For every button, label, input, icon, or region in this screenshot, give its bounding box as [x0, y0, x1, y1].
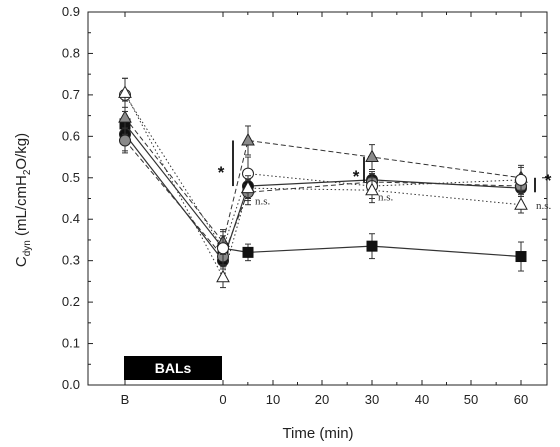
- y-tick-label: 0.4: [62, 211, 80, 226]
- series-line: [124, 94, 522, 250]
- y-tick-label: 0.3: [62, 253, 80, 268]
- y-tick-label: 0.1: [62, 336, 80, 351]
- series-line: [124, 123, 522, 258]
- y-axis-title-part: C: [13, 256, 30, 267]
- y-tick-label: 0.0: [62, 377, 80, 392]
- x-tick-label: 60: [514, 392, 528, 407]
- y-tick-label: 0.8: [62, 45, 80, 60]
- bals-bar-label: BALs: [155, 360, 192, 376]
- y-tick-label: 0.7: [62, 87, 80, 102]
- data-point-triangle: [118, 85, 132, 98]
- y-axis-title: Cdyn (mL/cmH2O/kg): [13, 133, 33, 267]
- significance-star: *: [353, 167, 360, 186]
- annotation-layer: * n.s. * n.s. * n.s.: [218, 140, 552, 212]
- y-axis-title-part: dyn: [22, 240, 33, 256]
- y-tick-label: 0.9: [62, 4, 80, 19]
- data-point-triangle: [118, 110, 132, 123]
- data-point-triangle: [365, 182, 379, 196]
- label-layer: 0.0 0.1 0.2 0.3 0.4 0.5 0.6 0.7 0.8 0.9 B 0 10 20 30 40…: [13, 4, 528, 442]
- data-point-circle: [515, 173, 527, 186]
- ns-label: n.s.: [378, 192, 394, 204]
- y-axis-title-part: 2: [22, 169, 33, 175]
- ns-label: n.s.: [255, 196, 271, 208]
- bals-bar: [124, 356, 222, 380]
- series-line: [124, 133, 522, 262]
- x-tick-label: B: [121, 392, 130, 407]
- bals-bar-layer: BALs: [124, 356, 222, 380]
- series-layer: [118, 77, 528, 289]
- y-tick-label: 0.6: [62, 128, 80, 143]
- data-point-circle: [217, 242, 229, 255]
- data-point-triangle: [241, 132, 255, 146]
- x-tick-label: 20: [315, 392, 329, 407]
- x-tick-label: 0: [219, 392, 226, 407]
- data-point-circle: [119, 134, 131, 147]
- axes-layer: [87, 11, 548, 386]
- y-axis-title-part: (mL/cmH: [13, 175, 30, 240]
- x-tick-label: 10: [266, 392, 280, 407]
- data-point-triangle: [514, 197, 528, 210]
- plot-frame: [87, 11, 548, 386]
- ns-label: n.s.: [536, 200, 552, 212]
- x-axis-title: Time (min): [282, 425, 353, 442]
- x-tick-label: 30: [365, 392, 379, 407]
- data-point-triangle: [365, 149, 379, 163]
- x-tick-label: 50: [464, 392, 478, 407]
- x-tick-label: 40: [415, 392, 429, 407]
- y-tick-label: 0.2: [62, 294, 80, 309]
- significance-star: *: [218, 163, 225, 182]
- significance-star: *: [545, 171, 552, 190]
- series-line: [124, 117, 522, 244]
- data-point-triangle: [241, 180, 255, 194]
- data-point-triangle: [216, 269, 230, 283]
- data-point-square: [515, 251, 527, 263]
- data-point-square: [242, 246, 254, 258]
- data-point-square: [366, 240, 378, 252]
- y-axis-title-part: O/kg): [13, 133, 30, 170]
- y-tick-label: 0.5: [62, 170, 80, 185]
